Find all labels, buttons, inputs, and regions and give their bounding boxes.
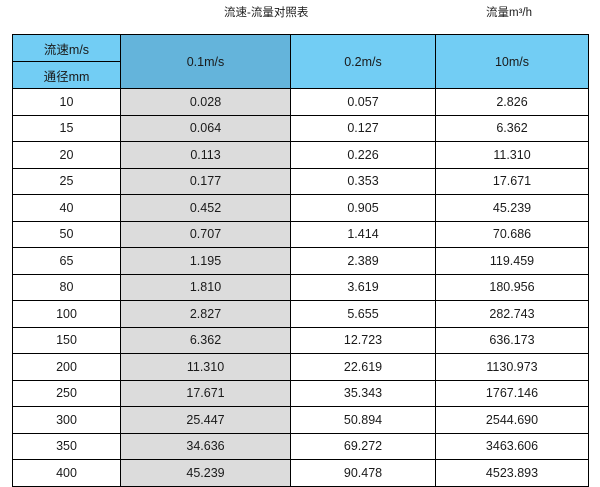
table-row: 10 0.028 0.057 2.826 — [12, 88, 589, 116]
cell-flow-0.2ms: 2.389 — [290, 247, 436, 275]
cell-diameter: 400 — [12, 459, 121, 487]
table-caption-unit: 流量m³/h — [486, 7, 532, 19]
cell-diameter: 100 — [12, 300, 121, 328]
cell-flow-0.2ms: 69.272 — [290, 432, 436, 460]
cell-flow-10ms: 119.459 — [435, 247, 589, 275]
cell-diameter: 250 — [12, 379, 121, 407]
cell-flow-0.2ms: 35.343 — [290, 379, 436, 407]
cell-flow-10ms: 2.826 — [435, 88, 589, 116]
header-column-10ms: 10m/s — [435, 34, 589, 89]
table-row: 25 0.177 0.353 17.671 — [12, 167, 589, 195]
cell-flow-10ms: 180.956 — [435, 273, 589, 301]
cell-flow-0.2ms: 0.353 — [290, 167, 436, 195]
cell-flow-10ms: 2544.690 — [435, 406, 589, 434]
cell-diameter: 40 — [12, 194, 121, 222]
cell-flow-0.2ms: 5.655 — [290, 300, 436, 328]
table-header-row-velocity: 流速m/s 0.1m/s 0.2m/s 10m/s — [12, 34, 589, 89]
cell-diameter: 350 — [12, 432, 121, 460]
header-column-0.1ms: 0.1m/s — [120, 34, 291, 89]
cell-flow-10ms: 1130.973 — [435, 353, 589, 381]
cell-flow-0.1ms: 1.810 — [120, 273, 291, 301]
table-row: 200 11.310 22.619 1130.973 — [12, 353, 589, 381]
cell-flow-0.1ms: 34.636 — [120, 432, 291, 460]
cell-diameter: 300 — [12, 406, 121, 434]
cell-flow-10ms: 45.239 — [435, 194, 589, 222]
cell-diameter: 50 — [12, 220, 121, 248]
cell-flow-0.2ms: 22.619 — [290, 353, 436, 381]
cell-flow-0.2ms: 1.414 — [290, 220, 436, 248]
cell-diameter: 20 — [12, 141, 121, 169]
table-caption-title: 流速-流量对照表 — [224, 7, 309, 19]
cell-flow-0.1ms: 0.452 — [120, 194, 291, 222]
cell-flow-10ms: 1767.146 — [435, 379, 589, 407]
header-diameter-label: 通径mm — [12, 61, 121, 89]
cell-flow-0.2ms: 0.905 — [290, 194, 436, 222]
cell-flow-0.1ms: 11.310 — [120, 353, 291, 381]
cell-flow-0.2ms: 50.894 — [290, 406, 436, 434]
cell-diameter: 10 — [12, 88, 121, 116]
cell-flow-0.1ms: 2.827 — [120, 300, 291, 328]
cell-flow-10ms: 17.671 — [435, 167, 589, 195]
cell-flow-10ms: 3463.606 — [435, 432, 589, 460]
table-row: 100 2.827 5.655 282.743 — [12, 300, 589, 328]
cell-flow-10ms: 636.173 — [435, 326, 589, 354]
cell-flow-0.2ms: 0.057 — [290, 88, 436, 116]
cell-flow-0.1ms: 0.113 — [120, 141, 291, 169]
cell-flow-10ms: 11.310 — [435, 141, 589, 169]
cell-flow-0.2ms: 3.619 — [290, 273, 436, 301]
cell-flow-0.1ms: 45.239 — [120, 459, 291, 487]
cell-diameter: 200 — [12, 353, 121, 381]
cell-flow-0.2ms: 0.226 — [290, 141, 436, 169]
cell-flow-10ms: 70.686 — [435, 220, 589, 248]
table-header-row-diameter: 通径mm — [12, 61, 589, 89]
table-row: 350 34.636 69.272 3463.606 — [12, 432, 589, 460]
table-row: 40 0.452 0.905 45.239 — [12, 194, 589, 222]
cell-flow-0.1ms: 17.671 — [120, 379, 291, 407]
table-row: 150 6.362 12.723 636.173 — [12, 326, 589, 354]
table-row: 250 17.671 35.343 1767.146 — [12, 379, 589, 407]
table-row: 400 45.239 90.478 4523.893 — [12, 459, 589, 487]
table-row: 80 1.810 3.619 180.956 — [12, 273, 589, 301]
table-row: 65 1.195 2.389 119.459 — [12, 247, 589, 275]
cell-diameter: 65 — [12, 247, 121, 275]
table-row: 15 0.064 0.127 6.362 — [12, 114, 589, 142]
table-row: 20 0.113 0.226 11.310 — [12, 141, 589, 169]
cell-diameter: 15 — [12, 114, 121, 142]
cell-diameter: 25 — [12, 167, 121, 195]
header-velocity-label: 流速m/s — [12, 34, 121, 62]
header-column-0.2ms: 0.2m/s — [290, 34, 436, 89]
cell-flow-0.1ms: 0.177 — [120, 167, 291, 195]
cell-flow-0.1ms: 0.064 — [120, 114, 291, 142]
caption-bar: 流速-流量对照表 流量m³/h — [0, 0, 600, 33]
cell-flow-0.1ms: 6.362 — [120, 326, 291, 354]
cell-flow-0.1ms: 0.028 — [120, 88, 291, 116]
flow-rate-table: 流速m/s 0.1m/s 0.2m/s 10m/s 通径mm 10 0.028 … — [12, 34, 589, 487]
cell-flow-10ms: 6.362 — [435, 114, 589, 142]
cell-flow-0.1ms: 0.707 — [120, 220, 291, 248]
cell-flow-10ms: 282.743 — [435, 300, 589, 328]
flow-rate-table-container: 流速m/s 0.1m/s 0.2m/s 10m/s 通径mm 10 0.028 … — [12, 34, 589, 487]
cell-diameter: 150 — [12, 326, 121, 354]
cell-flow-0.2ms: 0.127 — [290, 114, 436, 142]
cell-diameter: 80 — [12, 273, 121, 301]
cell-flow-10ms: 4523.893 — [435, 459, 589, 487]
cell-flow-0.2ms: 90.478 — [290, 459, 436, 487]
cell-flow-0.1ms: 1.195 — [120, 247, 291, 275]
table-row: 50 0.707 1.414 70.686 — [12, 220, 589, 248]
table-header: 流速m/s 0.1m/s 0.2m/s 10m/s 通径mm — [12, 34, 589, 89]
table-body: 10 0.028 0.057 2.826 15 0.064 0.127 6.36… — [12, 88, 589, 487]
cell-flow-0.2ms: 12.723 — [290, 326, 436, 354]
table-row: 300 25.447 50.894 2544.690 — [12, 406, 589, 434]
cell-flow-0.1ms: 25.447 — [120, 406, 291, 434]
